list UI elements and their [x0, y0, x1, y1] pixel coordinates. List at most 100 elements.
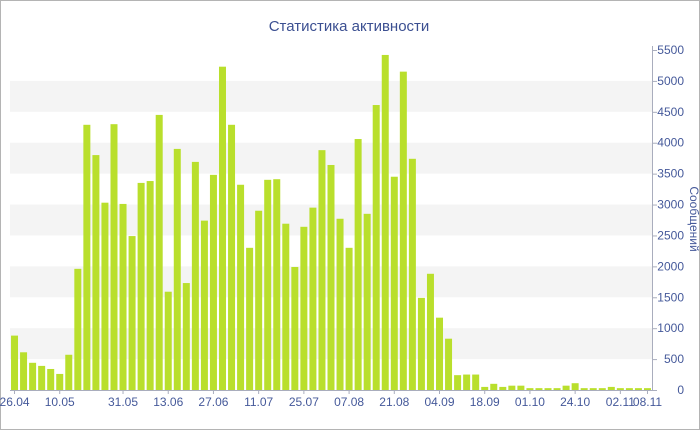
grid-band	[10, 80, 652, 112]
bar	[291, 266, 299, 390]
bar	[336, 218, 344, 390]
x-tick-label: 24.10	[560, 395, 590, 409]
bar	[47, 368, 55, 390]
bar	[571, 383, 579, 390]
bar	[526, 388, 534, 390]
bar	[110, 124, 118, 391]
bar	[309, 207, 317, 390]
bar	[119, 203, 127, 390]
x-tick-label: 08.11	[633, 395, 662, 409]
y-tick-label: 500	[664, 352, 684, 366]
bar	[38, 365, 46, 390]
y-tick-label: 5000	[657, 74, 684, 88]
x-tick-label: 25.07	[289, 395, 319, 409]
bar	[318, 150, 326, 390]
bar	[399, 71, 407, 390]
bar	[83, 124, 91, 391]
bar	[200, 220, 208, 390]
bar	[354, 139, 362, 390]
bar	[445, 338, 453, 390]
bar	[146, 181, 154, 390]
y-tick-label: 3000	[657, 198, 684, 212]
bar	[426, 273, 434, 390]
bar	[381, 54, 389, 390]
y-tick-label: 4500	[657, 105, 684, 119]
x-axis-ticks: 26.04 10.05 31.05 13.06 27.06 11.07 25.07 07.08…	[0, 390, 662, 409]
y-tick-label: 5500	[657, 43, 684, 57]
bar	[643, 388, 651, 390]
bar	[228, 124, 236, 391]
bar	[616, 388, 624, 390]
bar	[237, 184, 245, 390]
bar	[92, 155, 100, 390]
x-tick-label: 26.04	[0, 395, 30, 409]
bar	[101, 202, 109, 390]
bars	[11, 54, 651, 391]
bar	[535, 388, 543, 390]
chart-title: Статистика активности	[269, 18, 430, 35]
bar	[65, 354, 73, 390]
bar	[589, 388, 597, 390]
bar	[173, 148, 181, 390]
x-tick-label: 13.06	[153, 395, 183, 409]
y-tick-label: 4000	[657, 136, 684, 150]
y-tick-label: 2000	[657, 259, 684, 273]
bar	[218, 66, 226, 390]
bar	[544, 388, 552, 390]
bar	[390, 176, 398, 390]
bar	[463, 374, 471, 390]
bar	[273, 179, 281, 390]
bar	[363, 213, 371, 390]
y-tick-label: 2500	[657, 228, 684, 242]
y-tick-label: 0	[677, 383, 684, 397]
bar	[182, 283, 190, 390]
bar	[472, 374, 480, 390]
y-tick-label: 1000	[657, 321, 684, 335]
y-axis-ticks: 0 500 1000 1500 2000 2500 3000 3500 4000 4500 5000…	[652, 43, 684, 397]
bar	[517, 385, 525, 390]
x-tick-label: 27.06	[198, 395, 228, 409]
bar	[408, 158, 416, 390]
bar	[490, 383, 498, 390]
bar	[300, 226, 308, 390]
y-tick-label: 3500	[657, 167, 684, 181]
bar	[607, 386, 615, 390]
x-tick-label: 07.08	[334, 395, 364, 409]
bar	[255, 210, 263, 390]
bar	[20, 352, 28, 390]
x-tick-label: 18.09	[470, 395, 500, 409]
bar	[74, 268, 82, 390]
bar	[56, 373, 64, 390]
bar	[481, 386, 489, 390]
bar	[625, 388, 633, 390]
bar	[436, 317, 444, 390]
bar	[282, 223, 290, 390]
bar	[372, 105, 380, 391]
bar	[164, 291, 172, 390]
bar	[128, 236, 136, 390]
x-tick-label: 01.10	[515, 395, 545, 409]
bar	[209, 174, 217, 390]
bar	[580, 388, 588, 390]
bar	[345, 247, 353, 390]
y-axis-title: Сообщений	[687, 186, 700, 251]
x-tick-label: 21.08	[379, 395, 409, 409]
bar	[499, 386, 507, 390]
x-tick-label: 10.05	[45, 395, 75, 409]
bar	[454, 375, 462, 390]
y-tick-label: 1500	[657, 290, 684, 304]
bar	[155, 114, 163, 390]
bar	[562, 385, 570, 390]
bar	[29, 362, 37, 390]
x-tick-label: 11.07	[244, 395, 273, 409]
bar	[634, 388, 642, 390]
bar	[137, 182, 145, 390]
bar	[417, 297, 425, 390]
bar	[553, 388, 561, 390]
bar	[191, 161, 199, 390]
x-tick-label: 31.05	[108, 395, 138, 409]
x-tick-label: 04.09	[424, 395, 454, 409]
bar	[327, 164, 335, 390]
